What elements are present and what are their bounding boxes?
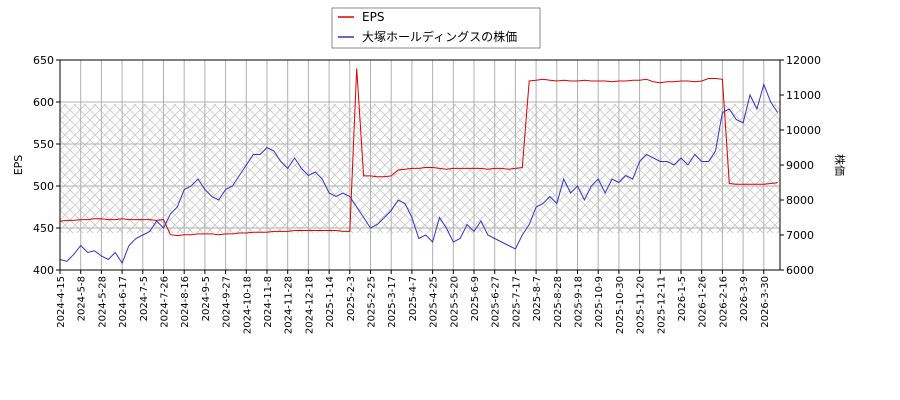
x-tick-label: 2025-6-27 — [491, 276, 502, 328]
y-tick-label: 400 — [33, 264, 54, 277]
x-tick-label: 2025-10-9 — [594, 276, 605, 328]
x-tick-label: 2024-10-18 — [242, 276, 253, 334]
y2-tick-label: 12000 — [786, 54, 821, 67]
x-tick-label: 2026-3-9 — [739, 276, 750, 321]
x-tick-label: 2024-9-5 — [201, 276, 212, 321]
x-tick-label: 2026-3-30 — [760, 276, 771, 328]
series-line — [59, 68, 778, 237]
x-tick-label: 2026-1-5 — [677, 276, 688, 321]
series-line — [59, 82, 779, 265]
y2-tick-label: 8000 — [786, 194, 814, 207]
x-tick-label: 2024-9-27 — [222, 276, 233, 328]
y-tick-label: 500 — [33, 180, 54, 193]
y2-tick-label: 9000 — [786, 159, 814, 172]
y2-tick-label: 10000 — [786, 124, 821, 137]
x-tick-label: 2024-12-18 — [304, 276, 315, 334]
x-tick-label: 2025-6-9 — [470, 276, 481, 321]
x-tick-label: 2025-2-3 — [346, 276, 357, 321]
legend-label: EPS — [362, 10, 384, 24]
x-tick-label: 2025-9-18 — [574, 276, 585, 328]
y-tick-label: 550 — [33, 138, 54, 151]
y2-tick-label: 6000 — [786, 264, 814, 277]
x-tick-label: 2024-11-28 — [284, 276, 295, 334]
x-tick-label: 2024-8-16 — [180, 276, 191, 328]
x-tick-label: 2025-10-30 — [615, 276, 626, 334]
y-tick-label: 600 — [33, 96, 54, 109]
x-tick-label: 2024-5-28 — [97, 276, 108, 328]
legend — [331, 7, 541, 49]
y2-axis-label: 株価 — [833, 154, 847, 176]
x-tick-label: 2024-7-26 — [160, 276, 171, 328]
x-tick-label: 2025-11-20 — [636, 276, 647, 334]
x-tick-label: 2025-12-11 — [656, 276, 667, 334]
x-tick-label: 2026-2-16 — [718, 276, 729, 328]
x-tick-label: 2025-4-25 — [429, 276, 440, 328]
y-tick-label: 450 — [33, 222, 54, 235]
x-tick-label: 2024-4-15 — [56, 276, 67, 328]
y2-tick-label: 7000 — [786, 229, 814, 242]
x-tick-label: 2025-4-7 — [408, 276, 419, 321]
x-tick-label: 2025-3-17 — [387, 276, 398, 328]
y-tick-label: 650 — [33, 54, 54, 67]
legend-label: 大塚ホールディングスの株価 — [362, 29, 517, 44]
x-tick-label: 2024-11-8 — [263, 276, 274, 328]
x-tick-label: 2024-5-8 — [77, 276, 88, 321]
x-tick-label: 2025-8-7 — [532, 276, 543, 321]
x-tick-label: 2025-1-14 — [325, 276, 336, 328]
x-tick-label: 2025-7-17 — [511, 276, 522, 328]
x-tick-label: 2024-7-5 — [139, 276, 150, 321]
x-tick-label: 2025-2-25 — [367, 276, 378, 328]
y-axis-label: EPS — [12, 155, 25, 176]
y2-tick-label: 11000 — [786, 89, 821, 102]
x-tick-label: 2025-5-20 — [449, 276, 460, 328]
x-tick-label: 2025-8-28 — [553, 276, 564, 328]
x-tick-label: 2024-6-17 — [118, 276, 129, 328]
x-tick-label: 2026-1-26 — [698, 276, 709, 328]
